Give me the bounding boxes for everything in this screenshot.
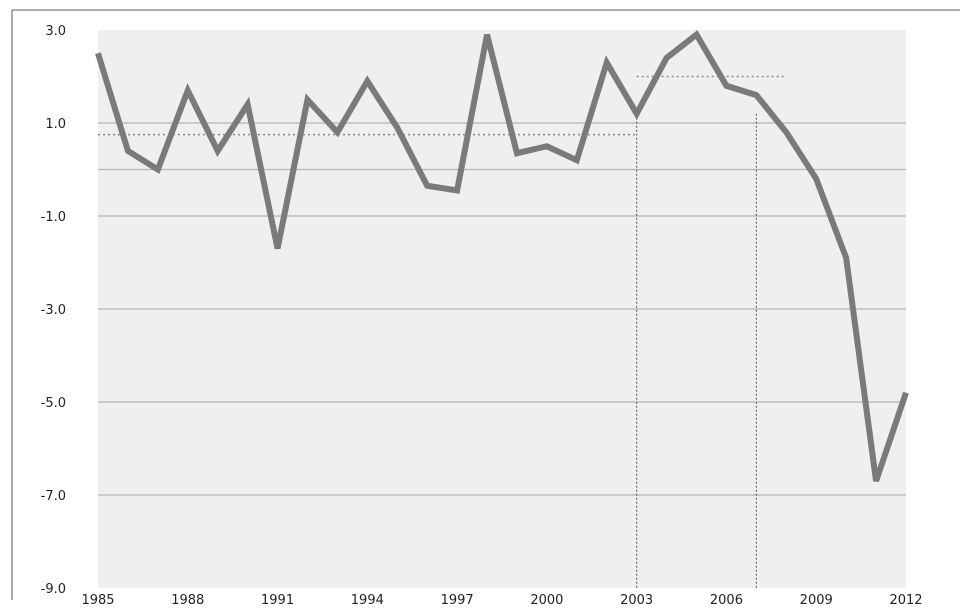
x-tick-label: 1994: [351, 593, 384, 606]
series-group: [95, 30, 909, 483]
y-tick-label: -1.0: [41, 210, 66, 225]
x-axis-ticks: 1985 1988 1991 1994 1997 2000 2003 2006 2009 2012: [81, 593, 922, 608]
y-tick-label: 3.0: [45, 24, 66, 39]
x-tick-label: 2003: [620, 593, 653, 606]
x-tick-label: 1991: [261, 593, 294, 606]
y-tick-label: -7.0: [41, 489, 66, 504]
x-tick-label: 1997: [441, 593, 474, 606]
x-tick-label: 2012: [889, 593, 922, 606]
x-tick-label: 1988: [171, 593, 204, 606]
series-line: [95, 30, 909, 483]
x-tick-label: 2000: [530, 593, 563, 606]
y-tick-label: 1.0: [45, 117, 66, 132]
y-tick-label: -3.0: [41, 303, 66, 318]
x-tick-label: 2006: [710, 593, 743, 606]
x-tick-label: 2009: [800, 593, 833, 606]
reference-lines: [98, 75, 787, 588]
y-axis-ticks: 3.0 1.0 -1.0 -3.0 -5.0 -7.0 -9.0: [41, 24, 66, 597]
x-tick-label: 1985: [81, 593, 114, 606]
y-tick-label: -5.0: [41, 396, 66, 411]
y-tick-label: -9.0: [41, 582, 66, 597]
